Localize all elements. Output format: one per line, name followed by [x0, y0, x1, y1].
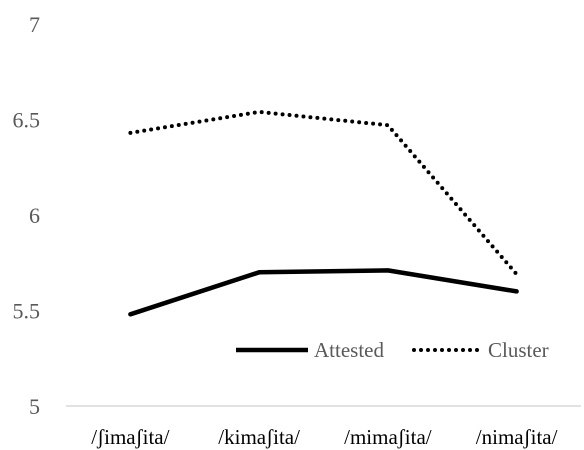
series-line-cluster: [128, 109, 519, 277]
legend-label-cluster: Cluster: [488, 338, 549, 362]
series-line-attested: [128, 268, 519, 317]
y-tick-label: 7: [29, 12, 40, 37]
y-tick-label: 6: [29, 203, 40, 228]
y-axis-tick-labels: 5 5.5 6 6.5 7: [13, 12, 41, 419]
y-tick-label: 5: [29, 394, 40, 419]
series-lines: [128, 109, 519, 317]
y-tick-label: 6.5: [13, 108, 41, 133]
y-tick-label: 5.5: [13, 299, 41, 324]
x-tick-label: /ʃimaʃita/: [91, 425, 169, 449]
x-axis-category-labels: /ʃimaʃita/ /kimaʃita/ /mimaʃita/ /nimaʃita/: [91, 425, 557, 449]
x-tick-label: /nimaʃita/: [476, 425, 558, 449]
legend: Attested Cluster: [236, 338, 549, 362]
x-tick-label: /mimaʃita/: [344, 425, 432, 449]
legend-label-attested: Attested: [314, 338, 384, 362]
x-tick-label: /kimaʃita/: [218, 425, 300, 449]
